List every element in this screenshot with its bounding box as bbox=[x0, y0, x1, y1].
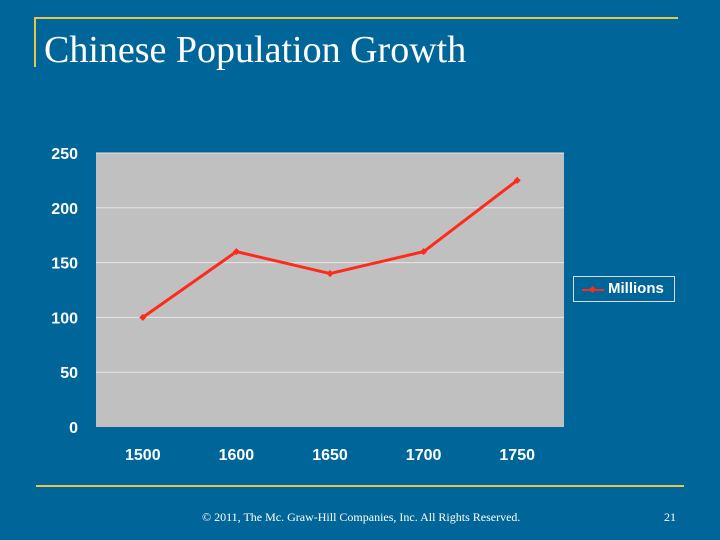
data-point-marker bbox=[232, 248, 240, 256]
y-tick-label: 200 bbox=[51, 201, 78, 218]
series-millions bbox=[139, 176, 521, 321]
slide-title: Chinese Population Growth bbox=[44, 29, 467, 71]
plot-area bbox=[96, 153, 564, 427]
copyright-text: © 2011, The Mc. Graw-Hill Companies, Inc… bbox=[202, 510, 521, 524]
data-point-marker bbox=[326, 270, 334, 278]
page-number: 21 bbox=[664, 510, 676, 524]
top-accent-rule bbox=[34, 17, 678, 19]
gridlines bbox=[96, 152, 564, 373]
left-accent-rule bbox=[34, 17, 36, 67]
legend-label-millions: Millions bbox=[608, 280, 664, 297]
y-tick-label: 150 bbox=[51, 256, 78, 273]
chart-legend: Millions bbox=[573, 276, 675, 302]
bottom-accent-rule bbox=[36, 485, 684, 487]
y-tick-label: 0 bbox=[69, 420, 78, 437]
y-tick-label: 50 bbox=[60, 365, 78, 382]
legend-marker-swatch bbox=[588, 285, 597, 294]
y-axis-tick-labels: 0 50 100 150 200 250 bbox=[51, 146, 78, 437]
data-point-marker bbox=[513, 176, 521, 184]
x-tick-label: 1700 bbox=[406, 447, 442, 464]
x-tick-label: 1750 bbox=[499, 447, 535, 464]
data-point-marker bbox=[139, 313, 147, 321]
x-tick-label: 1600 bbox=[219, 447, 255, 464]
data-point-marker bbox=[420, 248, 428, 256]
y-tick-label: 250 bbox=[51, 146, 78, 163]
x-tick-label: 1500 bbox=[125, 447, 161, 464]
x-axis-tick-labels: 1500 1600 1650 1700 1750 bbox=[125, 447, 535, 464]
x-tick-label: 1650 bbox=[312, 447, 348, 464]
y-tick-label: 100 bbox=[51, 310, 78, 327]
